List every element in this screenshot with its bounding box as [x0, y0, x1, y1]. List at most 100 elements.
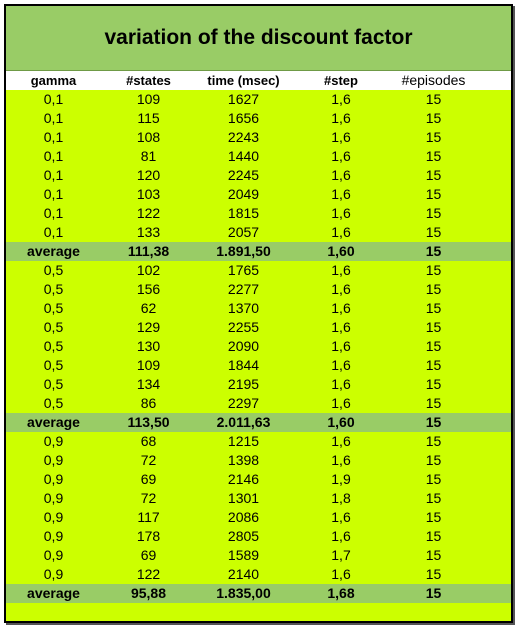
table-cell: 0,1 — [43, 91, 64, 107]
average-row: average 95,88 1.835,00 1,68 15 — [6, 584, 511, 603]
table-cell: 1,6 — [331, 357, 351, 373]
table-cell: 1,7 — [331, 547, 351, 563]
table-cell: 2245 — [227, 167, 260, 183]
table-cell: 1301 — [227, 490, 260, 506]
table-cell: 1440 — [227, 148, 260, 164]
table-cell: 2297 — [227, 395, 260, 411]
table-cell: 0,1 — [43, 186, 64, 202]
table-cell: 1,6 — [331, 129, 351, 145]
table-cell: 15 — [425, 129, 442, 145]
table-cell: 15 — [425, 338, 442, 354]
table-cell: 0,9 — [43, 528, 64, 544]
title-bar: variation of the discount factor — [6, 6, 511, 71]
table-row: 0,1 103 2049 1,6 15 — [6, 185, 511, 204]
table-cell: 0,1 — [43, 205, 64, 221]
table-cell: 0,1 — [43, 129, 64, 145]
table-row: 0,1 133 2057 1,6 15 — [6, 223, 511, 242]
table-cell: 1,6 — [331, 110, 351, 126]
table-row: 0,9 72 1398 1,6 15 — [6, 451, 511, 470]
table-frame: variation of the discount factor gamma #… — [4, 4, 513, 623]
table-row: 0,5 109 1844 1,6 15 — [6, 356, 511, 375]
table-cell: 1,6 — [331, 509, 351, 525]
table-body: 0,1 109 1627 1,6 15 0,1 115 1656 1,6 15 0,1 108 2243… — [6, 90, 511, 603]
table-cell: 1,6 — [331, 224, 351, 240]
table-cell: 122 — [136, 205, 161, 221]
table-cell: 113,50 — [127, 414, 170, 430]
table-cell: 2805 — [227, 528, 260, 544]
table-cell: 115 — [137, 110, 160, 126]
table-row: 0,1 108 2243 1,6 15 — [6, 128, 511, 147]
table-cell: 2146 — [227, 471, 260, 487]
table-cell: 0,5 — [43, 281, 64, 297]
table-cell: 0,1 — [43, 148, 64, 164]
table-cell: 1,6 — [331, 205, 351, 221]
column-header-gamma: gamma — [30, 73, 77, 88]
table-cell: 15 — [425, 471, 442, 487]
table-cell: 0,9 — [43, 547, 64, 563]
table-cell: 1,6 — [331, 167, 351, 183]
column-header-episodes: #episodes — [401, 72, 466, 88]
table-cell: 1,68 — [327, 585, 355, 601]
column-header-step: #step — [324, 73, 358, 88]
table-title: variation of the discount factor — [104, 26, 413, 49]
table-cell: 1627 — [227, 91, 260, 107]
table-cell: 0,9 — [43, 566, 64, 582]
table-cell: 134 — [136, 376, 161, 392]
table-row: 0,5 86 2297 1,6 15 — [6, 394, 511, 413]
table-cell: 178 — [136, 528, 161, 544]
table-cell: 15 — [425, 148, 442, 164]
table-cell: 0,1 — [43, 110, 64, 126]
table-cell: 15 — [425, 186, 442, 202]
table-cell: 129 — [136, 319, 161, 335]
table-cell: 0,9 — [43, 509, 64, 525]
table-cell: 109 — [136, 357, 161, 373]
table-row: 0,1 81 1440 1,6 15 — [6, 147, 511, 166]
table-cell: 156 — [136, 281, 161, 297]
table-cell: 1,9 — [331, 471, 351, 487]
table-cell: 133 — [136, 224, 161, 240]
table-cell: 72 — [140, 452, 157, 468]
table-cell: 2243 — [227, 129, 260, 145]
table-row: 0,1 109 1627 1,6 15 — [6, 90, 511, 109]
table-cell: 2195 — [227, 376, 260, 392]
table-cell: average — [27, 585, 80, 601]
average-row: average 111,38 1.891,50 1,60 15 — [6, 242, 511, 261]
table-cell: 2140 — [227, 566, 260, 582]
table-cell: 15 — [425, 395, 442, 411]
table-cell: 2049 — [227, 186, 260, 202]
table-cell: 15 — [425, 566, 442, 582]
table-cell: 1,6 — [331, 376, 351, 392]
table-cell: 1.835,00 — [216, 585, 271, 601]
table-cell: 1,6 — [331, 300, 351, 316]
table-cell: 120 — [136, 167, 161, 183]
table-cell: 15 — [425, 414, 442, 430]
table-cell: 2086 — [227, 509, 260, 525]
table-cell: 0,5 — [43, 395, 64, 411]
table-cell: 111,38 — [127, 243, 170, 259]
table-cell: 15 — [425, 319, 442, 335]
table-cell: 15 — [425, 243, 442, 259]
table-row: 0,5 102 1765 1,6 15 — [6, 261, 511, 280]
column-header-time: time (msec) — [207, 73, 280, 88]
table-row: 0,5 130 2090 1,6 15 — [6, 337, 511, 356]
table-row: 0,1 115 1656 1,6 15 — [6, 109, 511, 128]
table-cell: 68 — [140, 433, 157, 449]
table-cell: 2.011,63 — [216, 414, 271, 430]
table-cell: 1,6 — [331, 528, 351, 544]
table-cell: 1215 — [227, 433, 260, 449]
table-cell: 102 — [136, 262, 161, 278]
table-cell: 1815 — [227, 205, 260, 221]
table-cell: 1,6 — [331, 281, 351, 297]
table-cell: 103 — [136, 186, 161, 202]
table-row: 0,1 122 1815 1,6 15 — [6, 204, 511, 223]
table-row: 0,9 117 2086 1,6 15 — [6, 508, 511, 527]
table-cell: 1,6 — [331, 433, 351, 449]
table-cell: 15 — [425, 262, 442, 278]
table-row: 0,5 129 2255 1,6 15 — [6, 318, 511, 337]
table-cell: 0,5 — [43, 338, 64, 354]
table-cell: 2090 — [227, 338, 260, 354]
table-cell: average — [27, 414, 80, 430]
table-cell: 1656 — [227, 110, 260, 126]
table-cell: 15 — [425, 300, 442, 316]
table-row: 0,9 178 2805 1,6 15 — [6, 527, 511, 546]
